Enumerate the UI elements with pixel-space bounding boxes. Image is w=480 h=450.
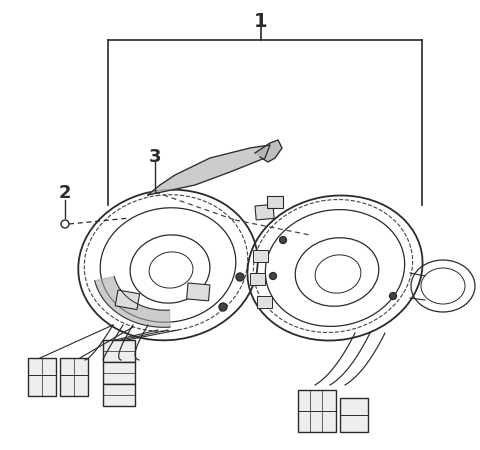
Bar [253,250,268,262]
Bar [28,358,56,396]
Text: 3: 3 [149,148,161,166]
Bar [255,204,274,220]
Bar [267,196,283,208]
Polygon shape [95,276,170,327]
Circle shape [219,303,227,311]
Bar [60,358,88,396]
Bar [103,362,135,384]
Bar [187,283,210,301]
Bar [103,340,135,362]
Bar [257,296,272,308]
Bar [103,384,135,406]
Polygon shape [255,140,282,162]
Bar [115,290,140,310]
Circle shape [389,292,396,300]
Bar [298,390,336,432]
Text: 2: 2 [59,184,71,202]
Bar [250,273,265,285]
Bar [340,398,368,432]
Text: 1: 1 [254,12,268,31]
Polygon shape [148,145,270,195]
Circle shape [269,273,276,279]
Circle shape [236,273,244,281]
Circle shape [279,237,287,243]
